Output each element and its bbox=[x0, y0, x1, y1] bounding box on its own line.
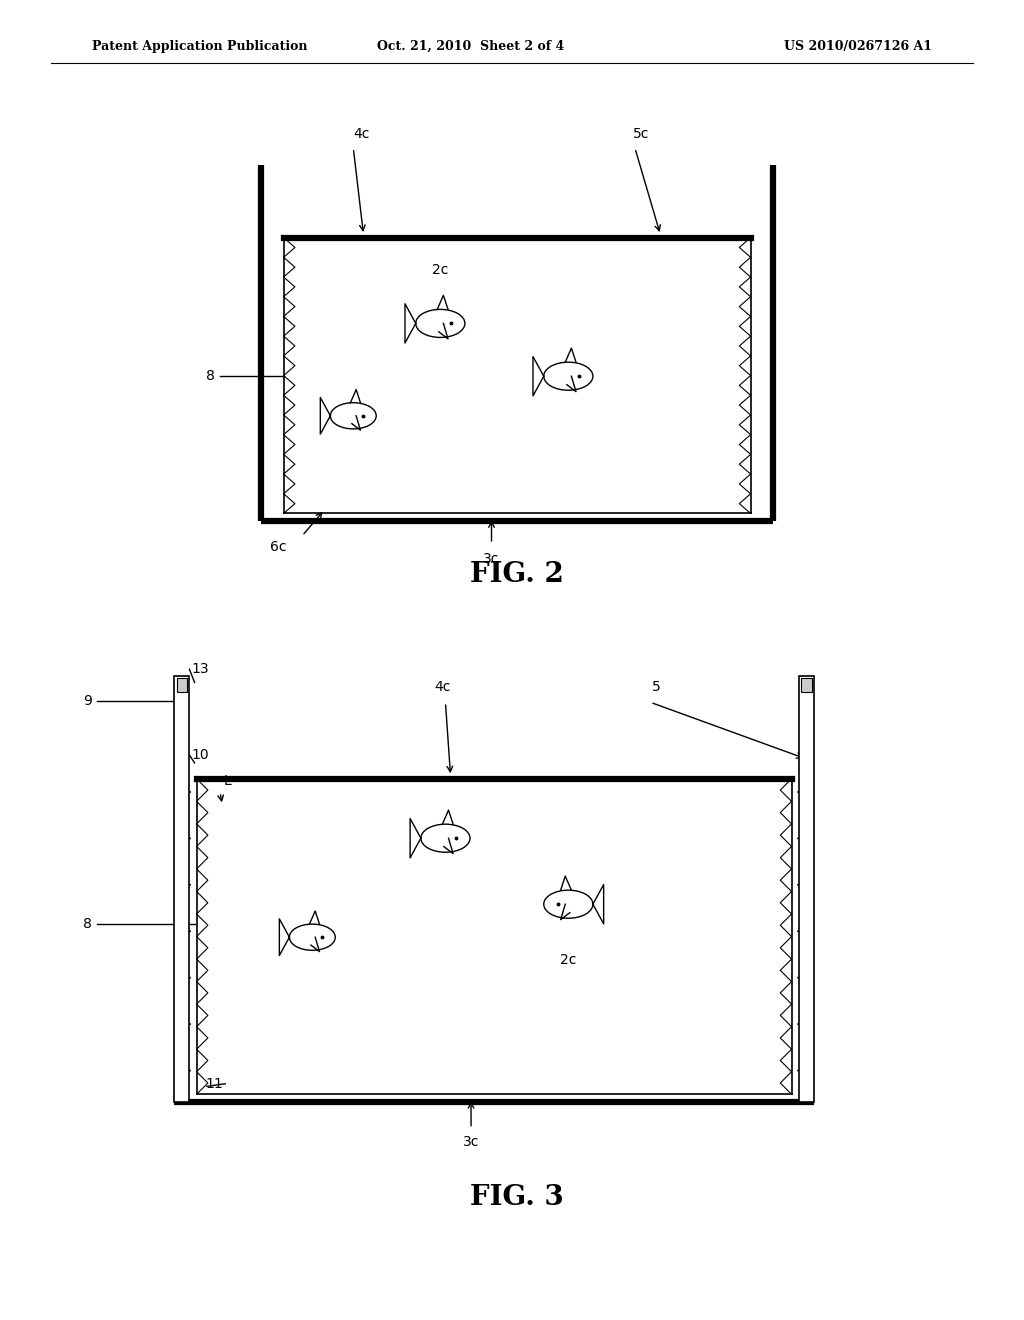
Bar bbox=[799, 676, 814, 1102]
Text: L: L bbox=[223, 774, 231, 788]
Text: 6c: 6c bbox=[270, 540, 287, 554]
Polygon shape bbox=[309, 911, 319, 924]
Polygon shape bbox=[321, 397, 331, 434]
Polygon shape bbox=[534, 356, 544, 396]
Polygon shape bbox=[311, 937, 319, 952]
Polygon shape bbox=[350, 389, 360, 403]
Polygon shape bbox=[444, 838, 453, 854]
Polygon shape bbox=[565, 348, 575, 362]
Polygon shape bbox=[438, 323, 449, 339]
Text: 9: 9 bbox=[83, 694, 92, 708]
Text: 3c: 3c bbox=[483, 552, 500, 566]
Polygon shape bbox=[410, 818, 421, 858]
Polygon shape bbox=[561, 876, 571, 890]
Text: 8: 8 bbox=[83, 917, 92, 931]
Text: 5: 5 bbox=[652, 680, 662, 694]
Text: 4c: 4c bbox=[353, 127, 370, 141]
Polygon shape bbox=[593, 884, 604, 924]
Polygon shape bbox=[280, 919, 290, 956]
Text: Oct. 21, 2010  Sheet 2 of 4: Oct. 21, 2010 Sheet 2 of 4 bbox=[378, 40, 564, 53]
Text: 5c: 5c bbox=[633, 127, 649, 141]
Polygon shape bbox=[567, 376, 575, 392]
Text: 10: 10 bbox=[191, 748, 209, 762]
Text: 11: 11 bbox=[206, 1077, 223, 1090]
Bar bbox=[177, 678, 187, 692]
Text: 2c: 2c bbox=[432, 263, 449, 277]
Text: FIG. 3: FIG. 3 bbox=[470, 1184, 564, 1210]
Text: FIG. 2: FIG. 2 bbox=[470, 561, 564, 587]
Bar bbox=[801, 678, 811, 692]
Polygon shape bbox=[352, 416, 360, 430]
Polygon shape bbox=[561, 904, 569, 920]
Text: 8: 8 bbox=[206, 370, 215, 383]
Text: 13: 13 bbox=[191, 663, 209, 676]
Polygon shape bbox=[404, 304, 416, 343]
Text: 3c: 3c bbox=[463, 1135, 479, 1150]
Text: 4c: 4c bbox=[434, 680, 451, 694]
Text: 2c: 2c bbox=[560, 953, 577, 968]
Bar bbox=[174, 676, 189, 1102]
Polygon shape bbox=[442, 810, 453, 824]
Polygon shape bbox=[437, 296, 449, 309]
Text: US 2010/0267126 A1: US 2010/0267126 A1 bbox=[783, 40, 932, 53]
Text: Patent Application Publication: Patent Application Publication bbox=[92, 40, 307, 53]
